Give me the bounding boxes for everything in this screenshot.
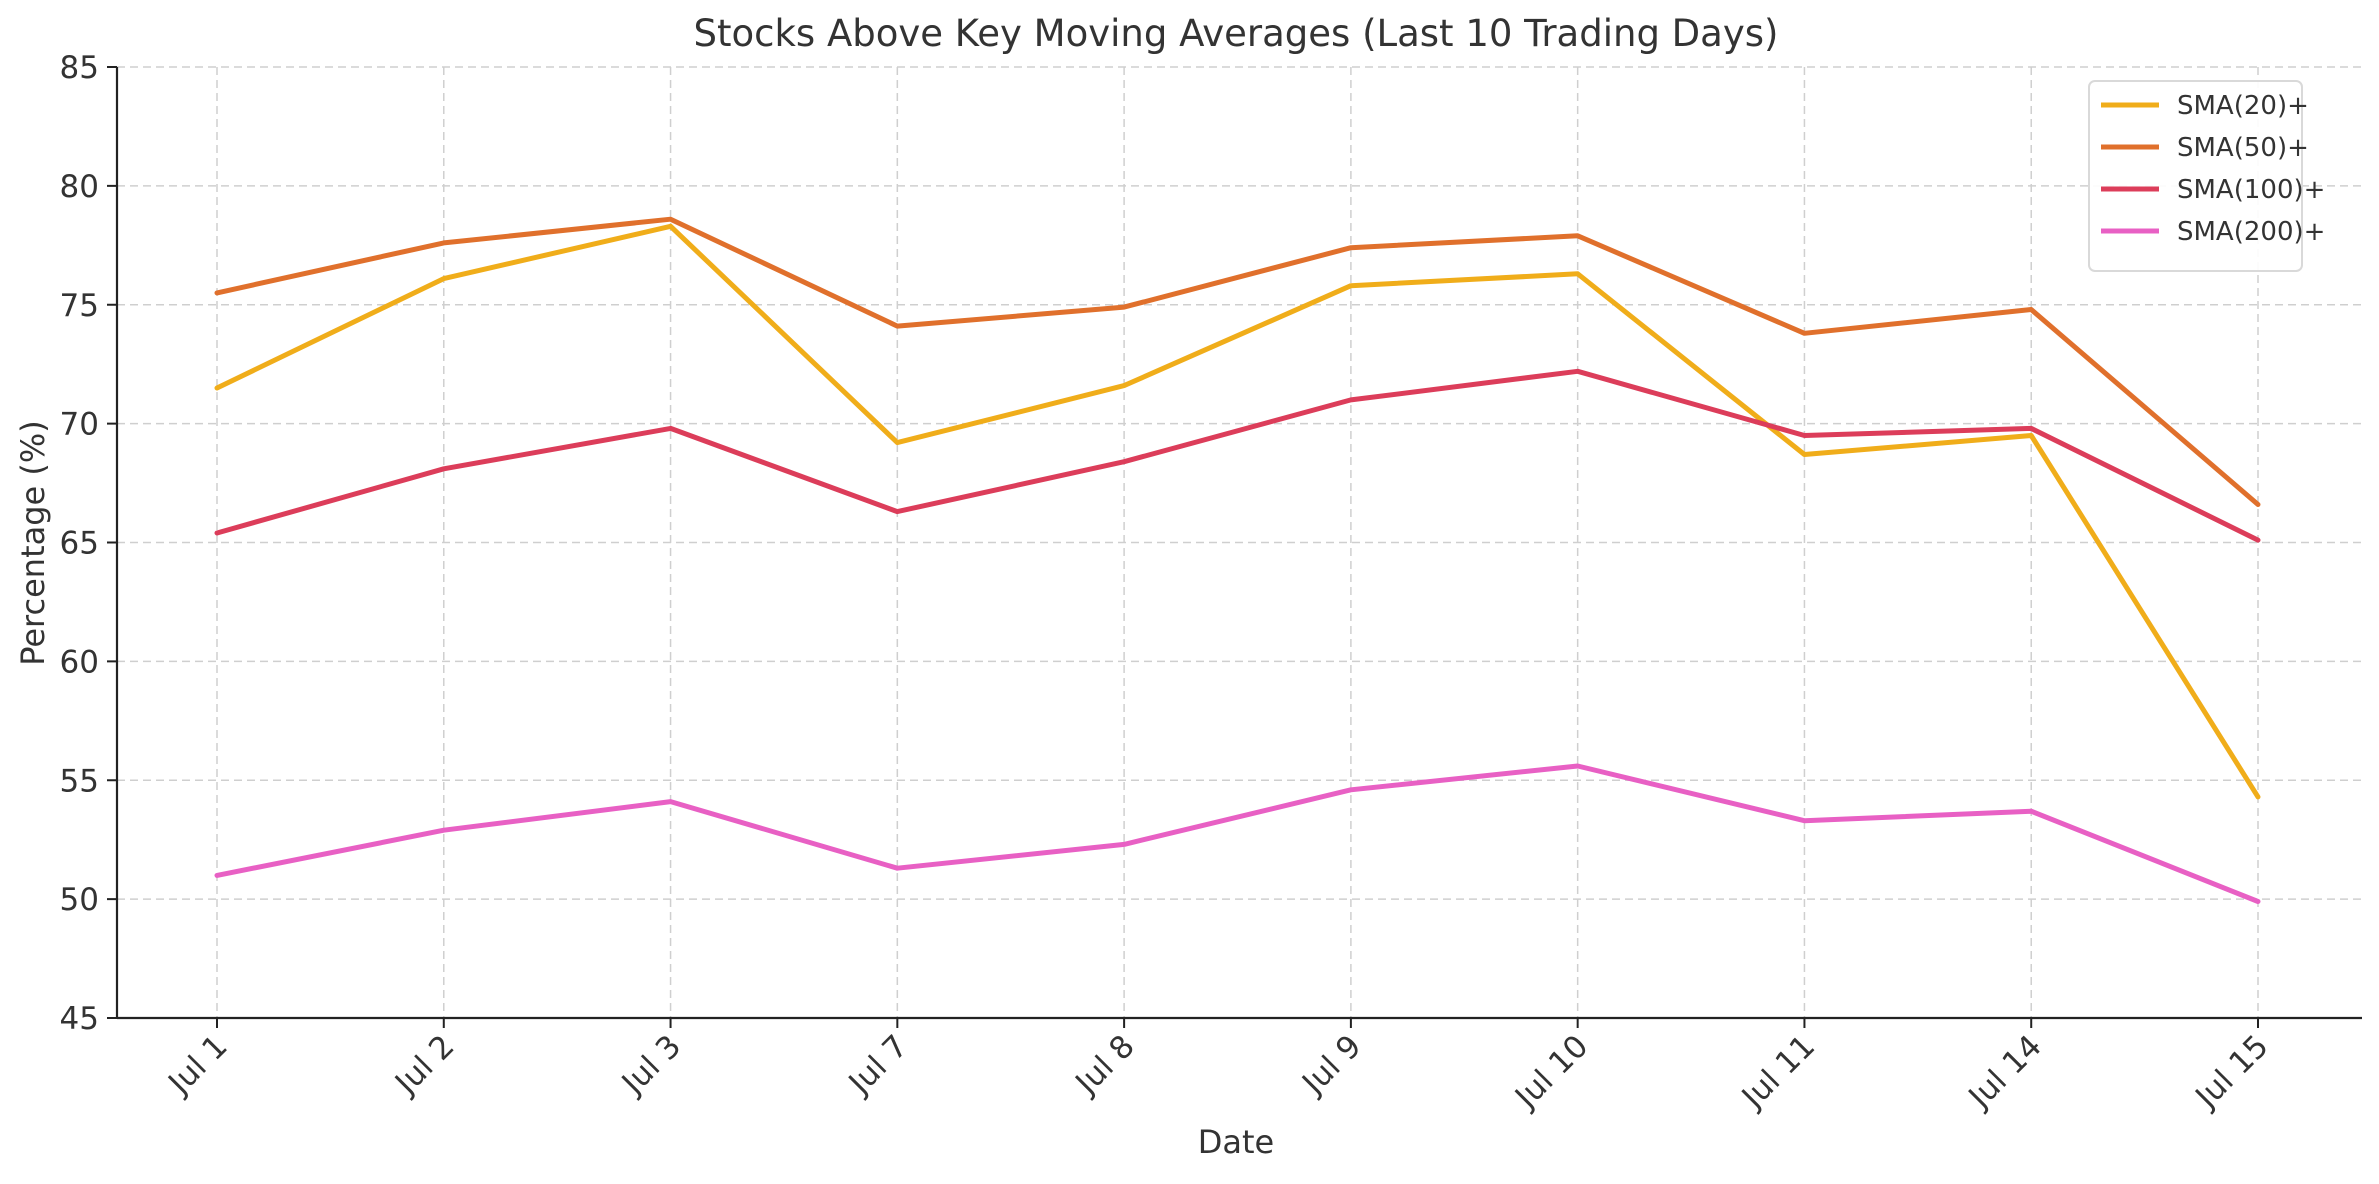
y-tick-label: 85 — [60, 50, 99, 86]
x-tick-label: Jul 11 — [1734, 1028, 1822, 1116]
legend-label-sma200: SMA(200)+ — [2177, 217, 2325, 247]
x-tick-label: Jul 7 — [841, 1028, 915, 1102]
series-line-sma20 — [214, 223, 2261, 800]
y-axis-label: Percentage (%) — [14, 420, 52, 666]
y-tick-label: 55 — [60, 763, 99, 799]
legend: SMA(20)+ SMA(50)+ SMA(100)+ SMA(200)+ — [2088, 80, 2325, 272]
series-line-sma100 — [214, 368, 2261, 543]
y-tick-label: 65 — [60, 526, 99, 562]
x-tick-label: Jul 2 — [387, 1028, 461, 1102]
x-tick-label: Jul 3 — [614, 1028, 688, 1102]
grid — [117, 66, 2362, 1019]
y-tick-label: 70 — [60, 407, 99, 443]
x-tick-label: Jul 8 — [1068, 1028, 1142, 1102]
legend-label-sma50: SMA(50)+ — [2177, 133, 2309, 163]
y-tick-label: 60 — [60, 644, 99, 680]
x-tick-label: Jul 9 — [1294, 1028, 1368, 1102]
series-lines — [214, 216, 2261, 904]
x-tick-label: Jul 10 — [1507, 1028, 1595, 1116]
axes — [107, 66, 2362, 1028]
legend-label-sma100: SMA(100)+ — [2177, 175, 2325, 205]
y-tick-label: 45 — [60, 1001, 99, 1037]
y-tick-label: 80 — [60, 169, 99, 205]
chart-title: Stocks Above Key Moving Averages (Last 1… — [694, 12, 1779, 55]
x-tick-label: Jul 14 — [1961, 1028, 2049, 1116]
series-line-sma50 — [214, 216, 2261, 507]
x-axis-label: Date — [1198, 1123, 1274, 1161]
x-tick-label: Jul 15 — [2187, 1028, 2275, 1116]
tick-labels: 45 50 55 60 65 70 75 80 85 Jul 1 Jul 2 Jul 3 Jul 7 Ju… — [60, 50, 2276, 1116]
legend-box — [2088, 80, 2303, 272]
series-line-sma200 — [214, 763, 2261, 904]
x-tick-label: Jul 1 — [160, 1028, 234, 1102]
y-tick-label: 75 — [60, 288, 99, 324]
y-tick-label: 50 — [60, 882, 99, 918]
legend-label-sma20: SMA(20)+ — [2177, 91, 2309, 121]
